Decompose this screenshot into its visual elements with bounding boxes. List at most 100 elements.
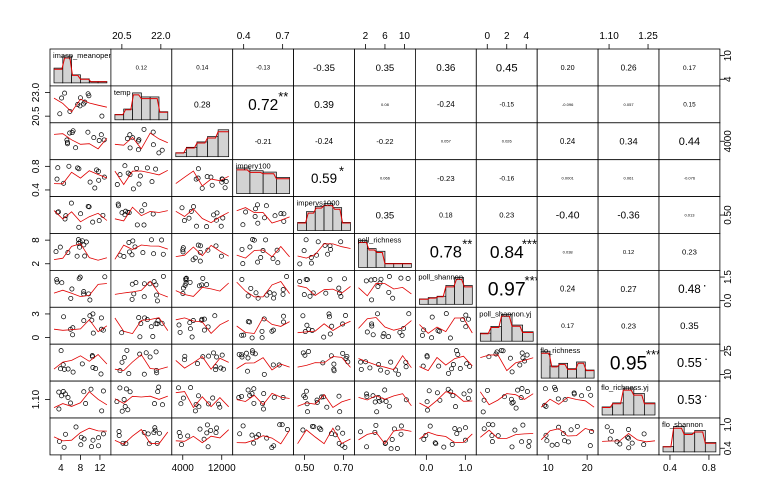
histogram-bar — [522, 331, 534, 342]
scatter-point — [68, 400, 73, 406]
correlation-value: -0.16 — [499, 175, 514, 182]
smooth-line — [419, 431, 473, 443]
scatter-point — [376, 362, 382, 368]
histogram-bar — [53, 67, 64, 84]
panel-frame — [414, 306, 477, 345]
scatter-point — [253, 206, 258, 212]
scatter-point — [156, 430, 162, 436]
smooth-line — [236, 392, 290, 406]
tick-label: 0.8 — [702, 463, 716, 474]
panel-r4-c2 — [171, 196, 234, 234]
scatter-point — [204, 174, 210, 180]
scatter-point — [308, 260, 314, 266]
panel-r4-c4: impervs1000 — [293, 196, 355, 234]
scatter-point — [342, 444, 348, 450]
scatter-point — [270, 327, 276, 333]
smooth-line — [479, 391, 534, 406]
scatter-point — [552, 384, 557, 390]
scatter-point — [419, 332, 425, 338]
panel-r7-c3 — [232, 306, 294, 345]
scatter-point — [199, 282, 205, 288]
scatter-point — [549, 442, 555, 448]
scatter-point — [358, 366, 364, 372]
panel-frame — [597, 85, 660, 124]
scatter-point — [185, 433, 191, 439]
scatter-point — [367, 365, 373, 371]
panel-frame — [354, 85, 416, 124]
scatter-point — [388, 359, 394, 365]
panel-r2-c5: -0.22 — [354, 122, 416, 161]
scatter-point — [281, 313, 286, 319]
tick-label: 2 — [363, 31, 369, 42]
scatter-point — [306, 349, 311, 354]
scatter-point — [245, 387, 251, 393]
scatter-point — [267, 290, 273, 296]
smooth-line — [114, 428, 169, 445]
scatter-point — [326, 314, 332, 320]
scatter-point — [508, 396, 514, 402]
scatter-point — [154, 370, 160, 376]
panel-r2-c4: -0.24 — [293, 122, 355, 161]
scatter-point — [136, 137, 142, 143]
panel-r10-c0 — [49, 417, 112, 456]
scatter-point — [249, 335, 255, 341]
scatter-point — [517, 362, 523, 368]
panel-frame — [110, 343, 173, 382]
scatter-point — [152, 427, 158, 433]
variable-label: poll_shannon.yj — [479, 309, 531, 318]
panel-r0-c4: -0.35 — [293, 48, 355, 87]
panel-r8-c0 — [49, 343, 112, 382]
smooth-line — [419, 391, 473, 409]
scatter-point — [240, 222, 246, 228]
scatter-point — [60, 362, 66, 368]
tick-label: 6 — [382, 31, 388, 42]
smooth-line — [358, 429, 412, 445]
scatter-point — [114, 182, 120, 187]
scatter-point — [223, 179, 229, 184]
panel-frame — [658, 233, 721, 271]
scatter-point — [448, 389, 454, 395]
smooth-line — [114, 395, 168, 404]
scatter-point — [195, 175, 201, 181]
scatter-point — [303, 237, 309, 243]
correlation-value: 0.013 — [684, 212, 695, 217]
panel-r10-c10: flo_shannon — [658, 417, 721, 456]
scatter-point — [90, 219, 96, 225]
panel-r7-c5 — [354, 306, 416, 345]
significance-stars: *** — [525, 273, 540, 288]
scatter-point — [198, 243, 203, 249]
scatter-point — [59, 95, 65, 101]
panel-frame — [110, 233, 173, 271]
scatter-point — [427, 423, 433, 429]
smooth-line — [175, 429, 229, 444]
scatter-point — [269, 328, 275, 334]
panel-frame — [414, 196, 477, 234]
scatter-point — [129, 252, 135, 258]
panel-frame — [171, 417, 234, 456]
panel-r0-c5: 0.35 — [354, 48, 416, 87]
scatter-point — [462, 437, 468, 443]
scatter-point — [137, 334, 143, 340]
panel-frame — [232, 343, 294, 382]
panel-r7-c1 — [110, 306, 173, 345]
histogram-bar — [501, 313, 513, 342]
scatter-point — [386, 289, 392, 295]
panel-frame — [658, 269, 721, 308]
histogram-bar — [612, 402, 624, 416]
scatter-point — [201, 327, 207, 333]
scatter-point — [389, 437, 395, 442]
scatter-point — [219, 352, 225, 358]
scatter-point — [457, 366, 463, 371]
scatter-point — [255, 259, 261, 265]
panel-r5-c0 — [49, 233, 112, 271]
scatter-point — [78, 434, 84, 440]
panel-r5-c2 — [171, 233, 234, 271]
scatter-point — [261, 371, 267, 377]
scatter-point — [148, 324, 154, 330]
tick-label: 20 — [582, 463, 594, 474]
scatter-point — [372, 277, 378, 282]
scatter-point — [220, 215, 226, 221]
scatter-point — [466, 316, 471, 322]
scatter-point — [449, 366, 455, 372]
scatter-point — [81, 389, 87, 395]
